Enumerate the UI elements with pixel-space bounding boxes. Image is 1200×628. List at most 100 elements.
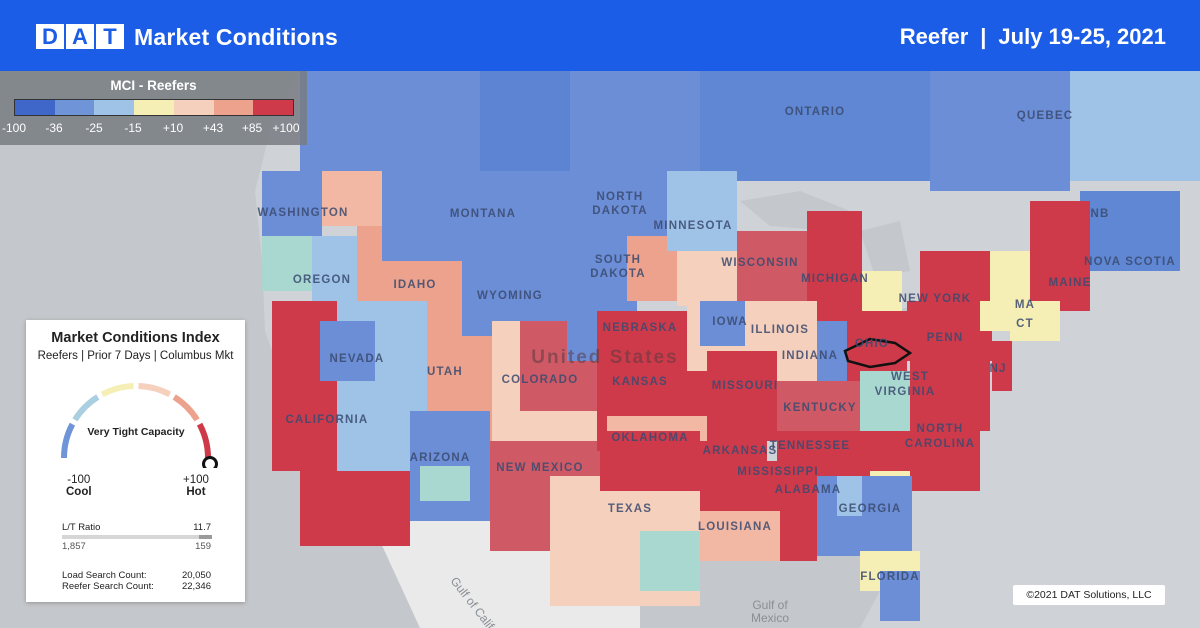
state-az-south [420,466,470,501]
map-label: OHIO [855,338,889,350]
map-label: KANSAS [612,376,668,388]
legend-tick: -25 [85,121,103,135]
legend-swatch-5 [173,100,214,115]
state-nj [992,341,1012,391]
gauge-needle-dot [202,456,218,468]
map-label: MONTANA [450,208,516,220]
map-label: IOWA [712,316,747,328]
map-label: MINNESOTA [654,220,733,232]
gauge-segment [100,383,134,398]
map-label: NEBRASKA [603,322,678,334]
columbus-market-outline [843,337,913,369]
map-label: CAROLINA [905,438,975,450]
map-label: CT [1016,318,1034,330]
reefer-search-value: 22,346 [181,581,211,592]
map-label: WEST [891,371,929,383]
lt-ratio-bar [62,535,212,539]
map-label: MISSISSIPPI [737,466,819,478]
canada-on [700,71,930,181]
state-tx-coast [640,531,700,591]
state-or-west [262,236,312,291]
state-ia-spot [700,301,745,346]
header-right: Reefer | July 19-25, 2021 [900,24,1166,50]
legend-tick: -36 [45,121,63,135]
legend-swatch-2 [54,100,95,115]
state-or-east [312,236,357,301]
map-label: NEVADA [330,353,385,365]
map-label: TEXAS [608,503,652,515]
gauge-min: -100 Cool [66,474,92,498]
reefer-search-label: Reefer Search Count: [62,581,154,592]
lt-trucks: 159 [195,541,211,552]
legend-color-bar [14,99,294,116]
map-label: ARKANSAS [703,445,778,457]
state-nv-west [320,321,375,381]
map-label: VIRGINIA [875,386,936,398]
map-label: OREGON [293,274,351,286]
state-mo [707,351,777,441]
legend-swatch-3 [94,100,135,115]
gauge-segment [196,422,212,459]
canada-ab [480,71,570,171]
gauge-min-value: -100 [67,474,91,486]
map-label: TENNESSEE [770,440,850,452]
map-label: NEW YORK [899,293,972,305]
map-label: ONTARIO [785,106,846,118]
market-map[interactable]: ONTARIO QUEBEC NB NOVA SCOTIA WASHINGTON MONT… [0,71,1200,628]
gauge-max-label: Hot [186,486,206,498]
map-label: OKLAHOMA [611,432,688,444]
copyright-notice: ©2021 DAT Solutions, LLC [1013,585,1165,605]
lake-huron [860,221,910,276]
market-conditions-card: Market Conditions Index Reefers | Prior … [26,320,245,602]
state-fl [880,571,920,621]
map-label: INDIANA [782,350,838,362]
legend-swatch-7 [253,100,294,115]
map-label: WISCONSIN [721,257,798,269]
map-label: ALABAMA [775,484,842,496]
legend-tick: +85 [241,121,263,135]
state-ma [1010,301,1060,341]
canada-qc-east [1070,71,1200,181]
gauge-segment [72,394,100,422]
legend-swatch-4 [134,100,174,115]
state-wa-east [322,171,382,226]
map-label: NORTH [917,423,964,435]
map-label: NJ [989,363,1006,375]
map-label: NEW MEXICO [496,462,583,474]
canada-nb [1080,191,1180,271]
logo-letter-a: A [66,24,96,49]
state-mn-north [667,171,737,251]
legend-title: MCI - Reefers [110,78,197,93]
map-label: LOUISIANA [698,521,772,533]
map-label: COLORADO [502,374,579,386]
map-label: MA [1015,299,1035,311]
map-label: PENN [927,332,964,344]
canada-bc [300,71,480,181]
gauge-label: Very Tight Capacity [87,426,185,438]
map-label: NOVA SCOTIA [1084,256,1176,268]
state-me [1030,201,1090,311]
lt-ratio-bar-fill [199,535,212,539]
map-label: KENTUCKY [783,402,857,414]
mci-gauge [60,383,218,468]
gauge-segment [172,394,200,422]
state-pa [907,301,992,361]
map-label: IDAHO [393,279,436,291]
dat-logo: D A T [36,24,124,49]
header-separator: | [980,24,987,49]
map-label: ARIZONA [410,452,471,464]
gauge-max: +100 Hot [183,474,209,498]
legend-tick: -15 [124,121,142,135]
logo-letter-d: D [36,24,66,49]
state-va [910,361,990,431]
map-labels: ONTARIO QUEBEC NB NOVA SCOTIA WASHINGTON MONT… [257,106,1176,628]
state-tx-north [600,431,700,491]
map-label: NORTH [597,191,644,203]
lt-ratio-label: L/T Ratio [62,522,101,533]
gauge-max-value: +100 [183,474,209,486]
state-ny [920,251,990,301]
gauge-segment [138,383,172,398]
map-label: WYOMING [477,290,543,302]
map-label: Mexico [751,611,789,625]
map-label: ILLINOIS [751,324,809,336]
